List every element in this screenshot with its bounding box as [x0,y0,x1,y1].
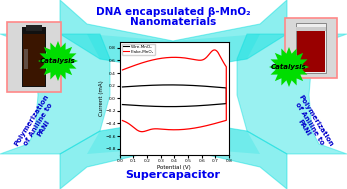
Text: Supercapacitor: Supercapacitor [126,170,220,180]
FancyBboxPatch shape [26,25,42,31]
X-axis label: Potential (V): Potential (V) [158,165,191,170]
Text: Catalysis: Catalysis [271,64,307,70]
FancyBboxPatch shape [296,27,326,31]
Text: DNA encapsulated β-MnO₂: DNA encapsulated β-MnO₂ [96,7,250,17]
Text: Polymerization
of Aniline to
PANI: Polymerization of Aniline to PANI [286,93,334,155]
Polygon shape [87,119,260,154]
Polygon shape [0,34,110,154]
Text: Catalysis: Catalysis [40,58,76,64]
FancyBboxPatch shape [23,34,45,86]
Text: Polymerization
of Aniline to
PANI: Polymerization of Aniline to PANI [14,93,62,155]
FancyBboxPatch shape [7,22,61,92]
Text: Nanomaterials: Nanomaterials [130,17,216,27]
FancyBboxPatch shape [22,27,46,87]
FancyBboxPatch shape [285,18,337,78]
Polygon shape [237,34,347,154]
Polygon shape [60,0,287,71]
Polygon shape [60,119,287,189]
FancyBboxPatch shape [296,23,326,73]
Y-axis label: Current (mA): Current (mA) [99,80,104,116]
Polygon shape [87,34,260,71]
Polygon shape [269,47,309,87]
FancyBboxPatch shape [24,49,28,69]
Legend: Wire-MnO₂, Flake-MnO₂: Wire-MnO₂, Flake-MnO₂ [122,44,155,55]
Polygon shape [38,41,78,81]
FancyBboxPatch shape [297,28,325,72]
